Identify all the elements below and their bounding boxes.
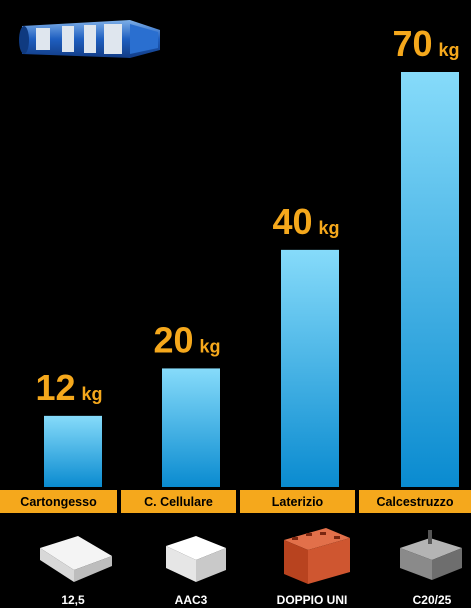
bar [401, 72, 459, 487]
value-number: 20 [153, 319, 193, 360]
category-label: Cartongesso [20, 495, 97, 509]
category-label: Laterizio [272, 495, 324, 509]
bar [44, 416, 102, 487]
value-number: 40 [272, 201, 312, 242]
sublabel: AAC3 [175, 593, 208, 607]
dowel-icon [19, 20, 160, 58]
value-unit: kg [82, 384, 103, 404]
value-number: 12 [35, 367, 75, 408]
value-number: 70 [392, 23, 432, 64]
category-label: C. Cellulare [144, 495, 213, 509]
chart: 12 kg Cartongesso 12,5 20 kg C. Cellulare AAC3 4… [0, 0, 471, 608]
sublabel: 12,5 [61, 593, 85, 607]
bar [281, 250, 339, 487]
sublabel: DOPPIO UNI [277, 593, 348, 607]
background [0, 0, 471, 608]
sublabel: C20/25 [413, 593, 452, 607]
category-label: Calcestruzzo [376, 495, 453, 509]
page: 12 kg Cartongesso 12,5 20 kg C. Cellulare AAC3 4… [0, 0, 471, 608]
bar [162, 368, 220, 487]
value-unit: kg [200, 336, 221, 356]
value-unit: kg [319, 218, 340, 238]
value-unit: kg [439, 40, 460, 60]
